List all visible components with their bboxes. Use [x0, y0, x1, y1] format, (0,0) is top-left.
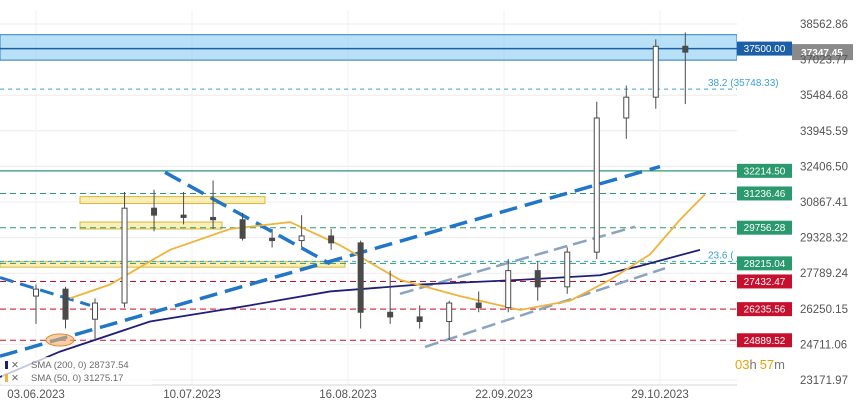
level-tag-text: 24889.52: [744, 336, 786, 347]
fib-label: 38.2 (35748.33): [708, 78, 779, 89]
candle-body: [33, 288, 39, 297]
timer-h-unit: h: [749, 357, 756, 372]
candles: [33, 32, 689, 341]
candle-body: [92, 302, 99, 320]
candle-body: [328, 235, 335, 244]
sma50-color-swatch: [5, 374, 8, 382]
candle-body: [269, 237, 276, 242]
level-tag: [737, 333, 792, 348]
candle-body: [475, 302, 482, 309]
y-tick-label: 38562.86: [800, 19, 848, 31]
x-tick-label: 16.08.2023: [319, 389, 377, 401]
candle-body: [62, 288, 69, 320]
close-icon[interactable]: ✕: [11, 373, 19, 384]
level-tag-text: 27432.47: [744, 277, 786, 288]
x-tick-label: 03.06.2023: [7, 389, 65, 401]
y-tick-label: 29328.32: [800, 233, 848, 245]
sma50-line: [69, 193, 706, 311]
sma-lines: [0, 193, 706, 378]
timer-hours: 03: [735, 357, 749, 372]
candle-body: [151, 207, 158, 216]
level-tag: [737, 256, 792, 271]
candle-timer: 03h 57m: [735, 357, 785, 372]
level-tag-text: 37500.00: [744, 44, 786, 55]
timer-m-unit: m: [774, 357, 785, 372]
candle-body: [593, 117, 600, 253]
trendlines: [0, 164, 666, 358]
y-tick-label: 30867.41: [800, 197, 848, 209]
current-price-text: 37347.45: [801, 48, 843, 59]
level-tag: [737, 220, 792, 235]
candle-body: [682, 45, 689, 53]
consolidation-zone: [79, 196, 266, 205]
sma200-color-swatch: [5, 361, 8, 369]
trendline-support: [0, 164, 661, 358]
x-tick-label: 22.09.2023: [475, 389, 533, 401]
price-labels: 37500.00 32214.50 31236.46 29756.28 28215.04…: [708, 41, 853, 348]
current-price-tag: [792, 44, 853, 61]
candle-body: [652, 45, 659, 98]
sma50-label: SMA (50, 0) 31275.17: [31, 373, 123, 384]
candle-body: [387, 311, 394, 318]
y-tick-label: 32406.50: [800, 161, 848, 173]
candle-body: [564, 251, 571, 288]
channel-lower: [424, 267, 666, 349]
fib-label: 23.6 (: [708, 250, 734, 261]
y-tick-label: 26250.15: [800, 304, 848, 316]
y-tick-label: 33945.59: [800, 126, 848, 138]
sma200-label: SMA (200, 0) 28737.54: [31, 360, 129, 371]
level-tag-text: 28215.04: [744, 259, 786, 270]
zones: [0, 34, 737, 268]
level-tag-text: 26235.56: [744, 305, 786, 316]
y-tick-label: 24711.06: [800, 339, 847, 351]
level-tag: [737, 274, 792, 289]
candle-body: [180, 214, 187, 218]
resistance-zone: [0, 34, 737, 61]
candle-body: [357, 242, 364, 313]
y-tick-label: 27789.24: [800, 268, 849, 280]
x-axis-ticks: 03.06.2023 10.07.2023 16.08.2023 22.09.2023…: [7, 389, 689, 401]
candle-body: [210, 216, 217, 221]
y-tick-label: 35484.68: [800, 90, 848, 102]
candle-body: [623, 96, 630, 119]
y-tick-label: 37023.77: [800, 55, 848, 67]
timer-minutes: 57: [760, 357, 774, 372]
trendline-short: [0, 276, 91, 307]
consolidation-zone: [79, 221, 223, 230]
x-tick-label: 10.07.2023: [163, 389, 221, 401]
trendline-resistance: [164, 170, 331, 266]
indicator-legend-bg: [2, 357, 152, 385]
candle-body: [446, 302, 453, 323]
level-tag-text: 29756.28: [744, 223, 786, 234]
candle-body: [505, 270, 512, 309]
candle-body: [298, 235, 305, 242]
low-marker: [45, 333, 75, 347]
consolidation-zone: [0, 260, 346, 268]
candle-body: [534, 270, 541, 288]
close-icon[interactable]: ✕: [11, 360, 19, 371]
candle-body: [239, 219, 246, 239]
level-tag: [737, 163, 792, 178]
indicator-legend: ✕ SMA (200, 0) 28737.54 ✕ SMA (50, 0) 31…: [2, 357, 152, 385]
y-tick-label: 23171.97: [800, 375, 848, 387]
level-tag: [737, 186, 792, 201]
level-tag: [737, 302, 792, 317]
sma200-line: [0, 248, 701, 378]
candle-body: [121, 207, 128, 304]
y-axis-ticks: 38562.86 37023.77 35484.68 33945.59 32406.50…: [800, 19, 849, 387]
level-tag: [737, 41, 792, 56]
timer-text: 03h 57m: [735, 357, 785, 372]
level-tag-text: 31236.46: [744, 189, 786, 200]
candle-body: [416, 316, 423, 323]
level-tag-text: 32214.50: [744, 166, 786, 177]
x-tick-label: 29.10.2023: [631, 389, 689, 401]
